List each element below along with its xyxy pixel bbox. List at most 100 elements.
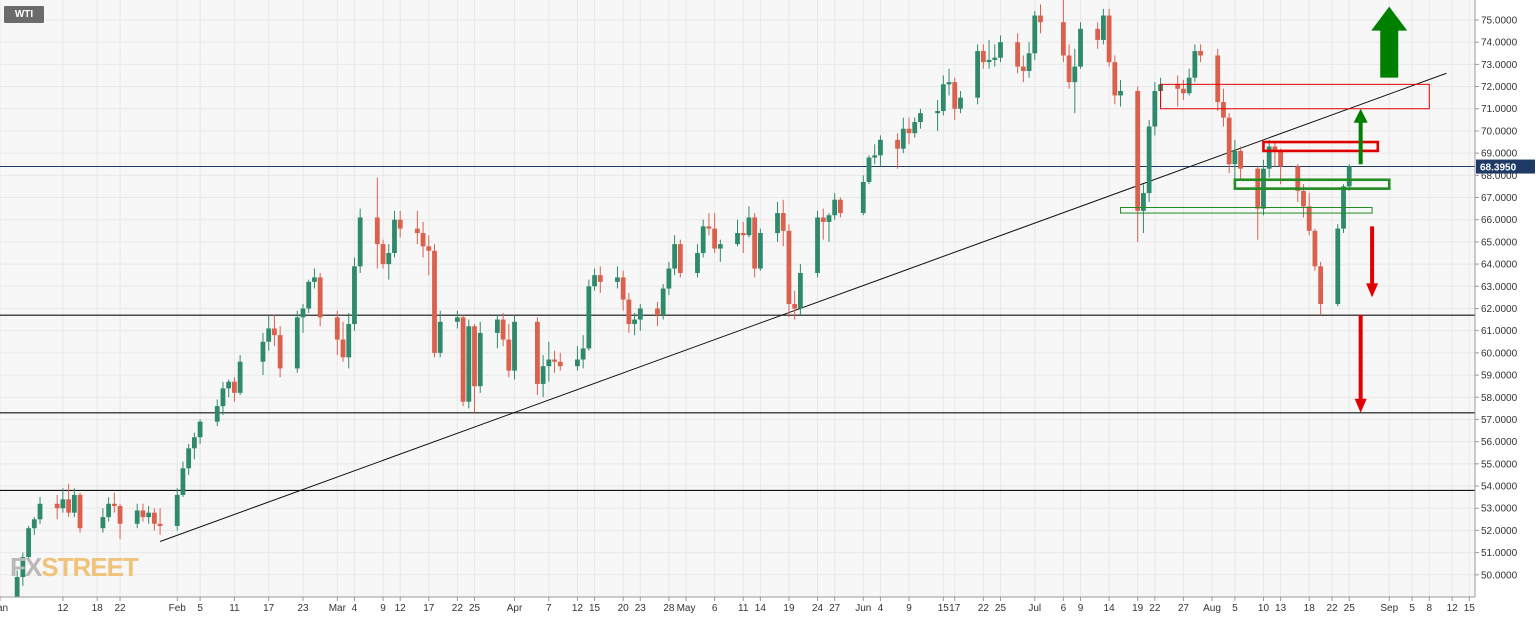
green-zone-box [1120,207,1373,214]
candle-up [860,181,866,214]
candle-up [300,308,306,318]
y-tick-label: 70.0000 [1481,126,1518,137]
candlesticks [14,0,1352,618]
candle-up [454,317,460,322]
candle-down [426,246,432,251]
x-tick-label: 15 [938,603,950,614]
grid [0,0,1475,597]
arrow-up-green [1353,108,1368,165]
x-tick-label: 11 [738,603,749,614]
x-tick-label: 6 [712,603,718,614]
x-tick-label: 17 [423,603,435,614]
candle-up [1266,146,1272,169]
y-tick-label: 59.0000 [1481,371,1518,382]
candle-up [191,437,197,449]
x-tick-label: 5 [1409,603,1415,614]
candle-up [226,381,232,389]
candle-up [1026,53,1032,72]
candle-down [1175,84,1181,89]
candle-up [1141,193,1146,211]
candle-up [815,217,820,273]
x-tick-label: 25 [1344,603,1356,614]
candle-up [214,406,220,422]
candle-up [26,528,31,558]
candle-down [1135,90,1141,211]
y-tick-label: 60.0000 [1481,348,1518,359]
candle-up [958,97,963,109]
y-tick-label: 65.0000 [1481,237,1518,248]
candle-down [1226,117,1232,165]
x-tick-label: 25 [995,603,1007,614]
candle-up [37,503,43,520]
candle-up [1078,28,1083,67]
x-tick-label: 6 [1061,603,1067,614]
y-tick-label: 73.0000 [1481,60,1518,71]
candle-down [1198,51,1203,56]
x-tick-label: 7 [546,603,552,614]
candle-down [626,299,632,325]
candle-up [20,557,26,578]
candle-up [237,361,243,393]
candle-up [220,388,226,407]
candle-up [660,288,666,316]
candle-down [432,250,437,353]
green-zone-box [1233,178,1391,190]
x-tick-label: 9 [906,603,912,614]
candle-up [586,286,592,349]
candle-down [792,304,798,309]
candle-down [231,381,237,393]
candle-up [180,468,186,495]
candle-up [946,82,952,85]
watermark-fx: FX [10,552,42,582]
candle-up [1146,126,1152,194]
x-tick-label: 4 [352,603,358,614]
candle-down [277,335,283,369]
x-tick-label: 23 [297,603,309,614]
candle-down [597,275,603,282]
watermark-street: STREET [41,552,139,582]
y-tick-label: 63.0000 [1481,282,1518,293]
candle-up [1346,166,1352,187]
candle-up [672,244,678,269]
y-tick-label: 57.0000 [1481,415,1518,426]
candle-down [1301,190,1306,207]
x-tick-label: 18 [92,603,104,614]
candle-down [1318,266,1324,305]
zones [1120,83,1430,214]
candle-up [392,219,397,254]
candle-up [197,421,203,438]
y-tick-label: 66.0000 [1481,215,1518,226]
candle-up [1118,90,1123,96]
y-tick-label: 53.0000 [1481,504,1518,515]
candle-up [312,277,317,282]
candle-up [134,510,140,524]
candle-down [557,361,563,367]
x-tick-label: Aug [1203,603,1221,614]
x-tick-label: 17 [949,603,961,614]
x-tick-label: 22 [452,603,464,614]
candle-up [735,233,740,245]
candle-up [346,324,352,358]
candle-down [77,494,83,529]
candle-up [637,308,643,320]
candle-down [820,217,826,222]
x-tick-label: 23 [635,603,647,614]
candle-up [878,139,883,156]
candle-down [340,339,346,358]
candle-up [666,268,672,289]
x-tick-label: 13 [1275,603,1287,614]
trendline-layer [159,72,1447,542]
candle-up [700,226,706,254]
candle-down [677,244,683,273]
candle-up [632,319,637,325]
x-tick-label: 18 [1304,603,1316,614]
candle-down [334,317,340,340]
y-tick-label: 64.0000 [1481,260,1518,271]
candle-down [1020,66,1026,72]
candle-down [1038,15,1043,23]
candle-up [695,253,700,273]
x-tick-label: 27 [829,603,841,614]
candle-down [535,321,540,384]
candle-up [512,321,517,371]
